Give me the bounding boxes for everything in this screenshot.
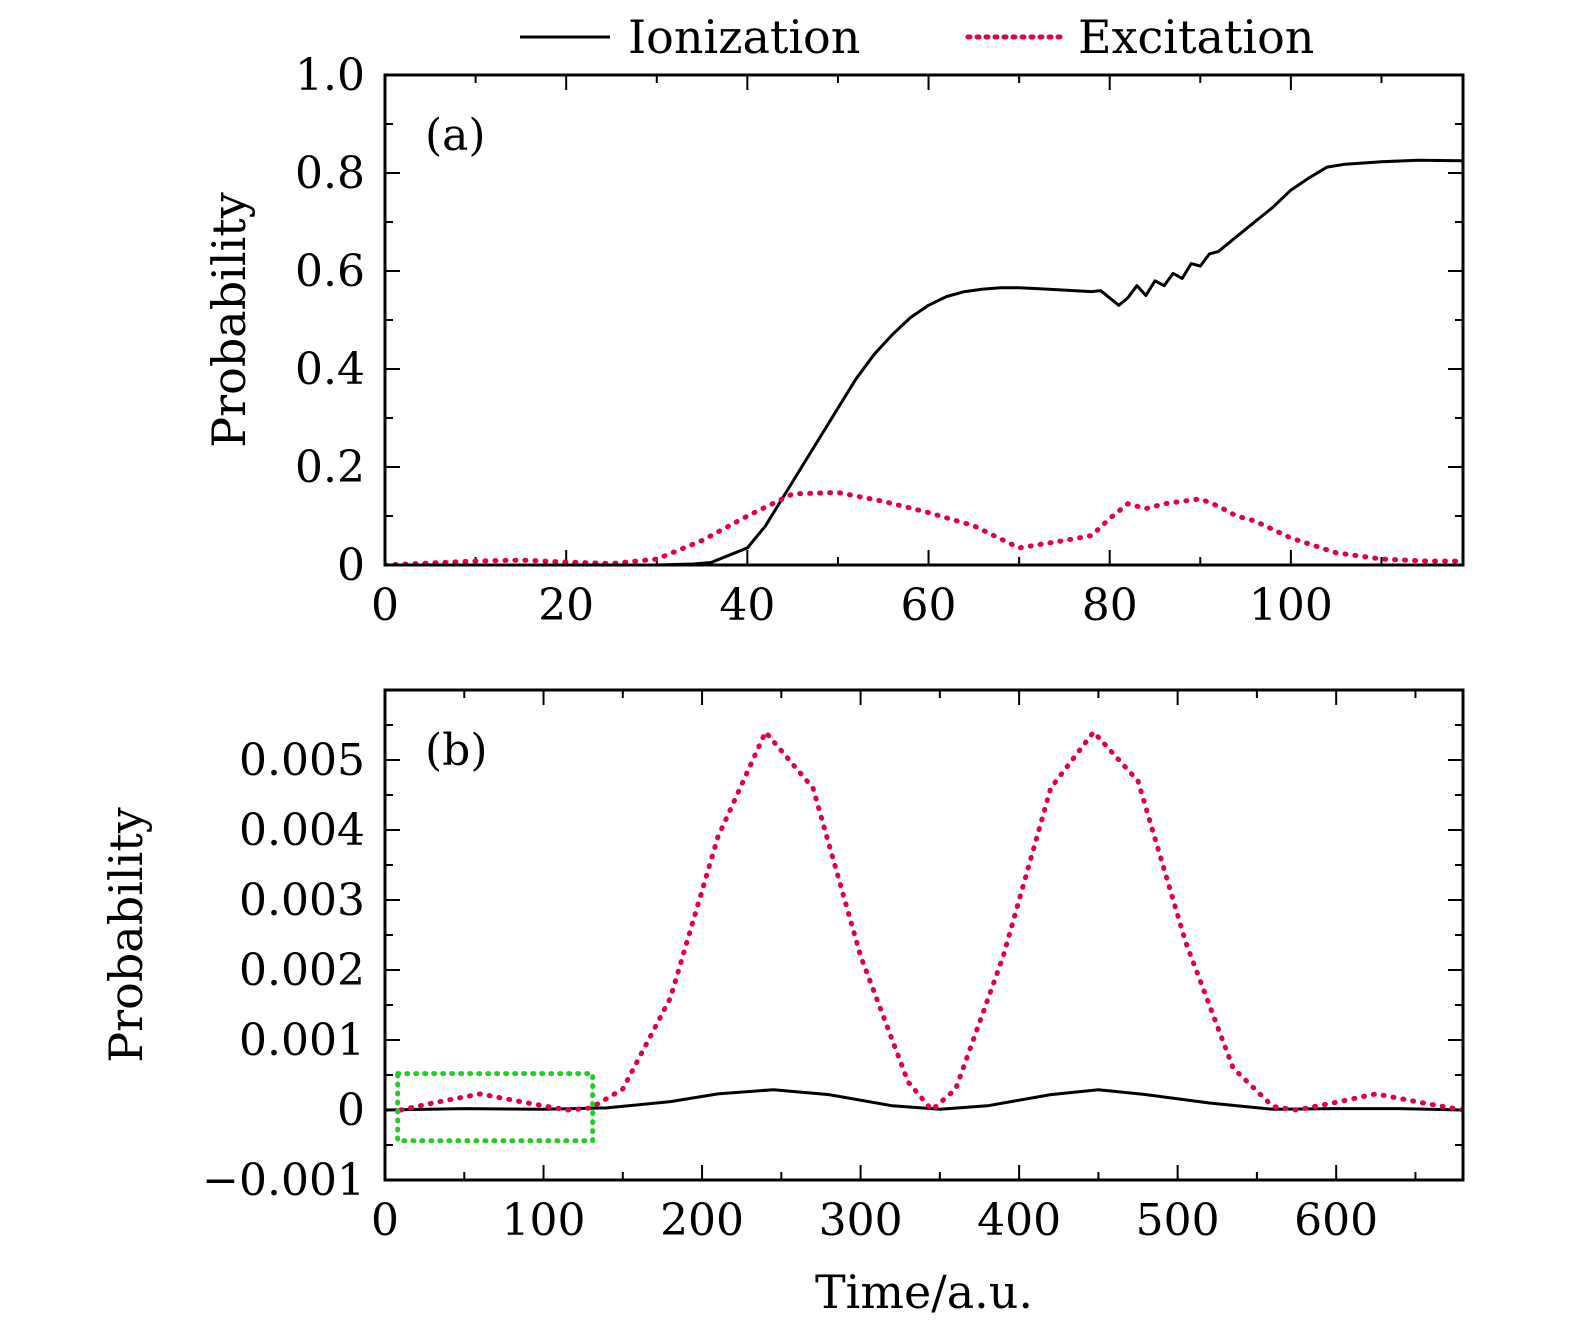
x-tick-label: 20 — [538, 580, 594, 631]
x-tick-label: 300 — [819, 1195, 903, 1246]
y-tick-label: 0.005 — [239, 735, 365, 786]
highlight-box — [395, 1071, 596, 1144]
plot-area-a — [385, 158, 1463, 565]
series-line-ionization — [385, 158, 1463, 565]
y-tick-label: 0.6 — [295, 246, 365, 297]
x-tick-label: 60 — [901, 580, 957, 631]
x-tick-label: 80 — [1082, 580, 1138, 631]
x-tick-label: 500 — [1136, 1195, 1220, 1246]
y-tick-label: 1.0 — [295, 50, 365, 101]
legend-label-excitation: Excitation — [1078, 10, 1314, 64]
axes-frame-a — [383, 73, 1465, 567]
y-tick-label: 0 — [337, 540, 365, 591]
panel-a: 0 20 40 60 80 100 0 0.2 0.4 0.6 0.8 1.0 (a) Probabili… — [202, 50, 1465, 631]
panel-label-b: (b) — [425, 725, 488, 776]
legend-label-ionization: Ionization — [628, 10, 860, 64]
x-tick-label: 200 — [660, 1195, 744, 1246]
series-line-ionization — [385, 1088, 1463, 1112]
series-line-excitation — [398, 727, 1463, 1114]
panel-b: 0 100 200 300 400 500 600−0.00100.0010.0020.00… — [99, 688, 1465, 1319]
x-tick-label: 100 — [1249, 580, 1333, 631]
y-tick-label: −0.001 — [202, 1155, 365, 1206]
legend: Ionization Excitation — [520, 10, 1314, 64]
x-tick-label: 600 — [1294, 1195, 1378, 1246]
plot-area-b — [385, 727, 1463, 1114]
y-tick-label: 0.001 — [239, 1015, 365, 1066]
panel-label-a: (a) — [425, 110, 486, 161]
y-tick-label: 0.2 — [295, 442, 365, 493]
x-tick-label: 400 — [977, 1195, 1061, 1246]
x-tick-label: 0 — [371, 1195, 399, 1246]
y-axis-title-a: Probability — [202, 192, 256, 448]
y-tick-label: 0.003 — [239, 875, 365, 926]
y-tick-label: 0 — [337, 1085, 365, 1136]
axes-frame-b — [383, 688, 1465, 1182]
x-tick-label: 40 — [719, 580, 775, 631]
x-tick-label: 0 — [371, 580, 399, 631]
x-axis-title-b: Time/a.u. — [815, 1265, 1033, 1319]
y-tick-label: 0.4 — [295, 344, 365, 395]
y-tick-label: 0.004 — [239, 805, 365, 856]
x-tick-label: 100 — [502, 1195, 586, 1246]
y-tick-label: 0.002 — [239, 945, 365, 996]
series-line-excitation — [385, 489, 1463, 565]
y-axis-title-b: Probability — [99, 807, 153, 1063]
y-tick-label: 0.8 — [295, 148, 365, 199]
